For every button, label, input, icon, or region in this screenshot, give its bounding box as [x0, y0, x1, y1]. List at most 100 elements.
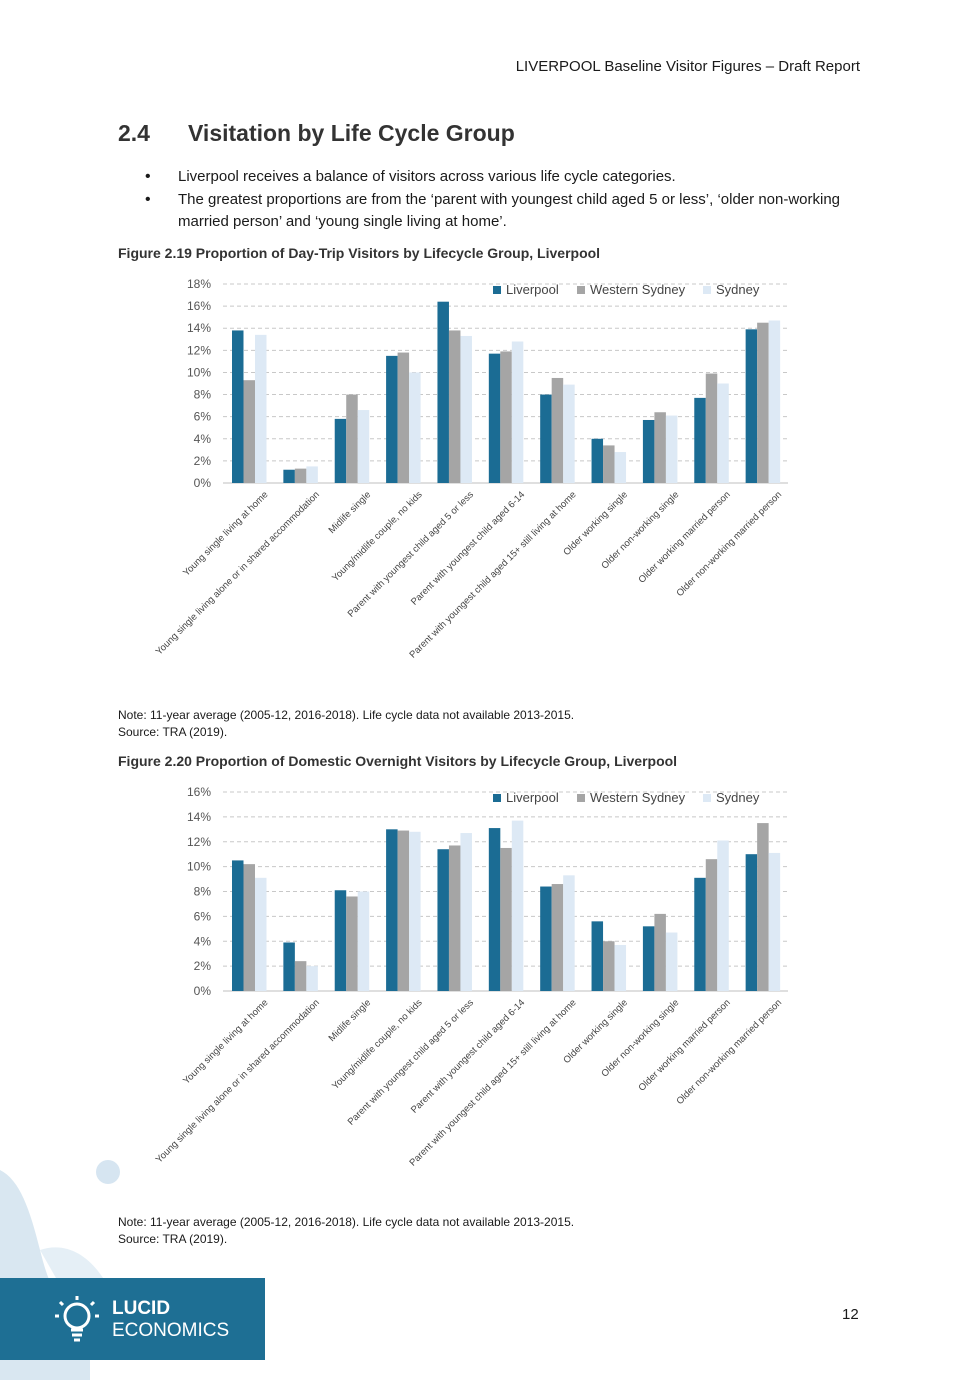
figure-title: Figure 2.19 Proportion of Day-Trip Visit… — [118, 245, 601, 261]
bar-western-sydney — [551, 884, 564, 991]
bar-western-sydney — [603, 941, 615, 991]
bar-western-sydney — [243, 864, 255, 991]
x-category-label: Young/midlife couple, no kids — [330, 997, 425, 1092]
bar-western-sydney — [500, 351, 512, 483]
bar-western-sydney — [757, 823, 769, 991]
figure-note: Note: 11-year average (2005-12, 2016-201… — [118, 1214, 574, 1248]
bar-sydney — [563, 384, 575, 483]
x-category-label: Parent with youngest child aged 6-14 — [409, 997, 527, 1115]
x-category-label: Young/midlife couple, no kids — [330, 489, 425, 584]
bar-liverpool — [488, 828, 501, 991]
y-tick-label: 6% — [194, 410, 212, 424]
bar-western-sydney — [397, 830, 410, 991]
bar-liverpool — [334, 418, 347, 483]
x-category-label: Young single living at home — [181, 489, 270, 578]
legend-label: Sydney — [716, 282, 760, 297]
note-text: Note: 11-year average (2005-12, 2016-201… — [118, 708, 575, 722]
bar-western-sydney — [603, 445, 615, 483]
bar-western-sydney — [294, 961, 307, 991]
bar-sydney — [768, 852, 781, 991]
bar-sydney — [255, 877, 267, 991]
section-heading: 2.4 Visitation by Life Cycle Group — [118, 120, 515, 147]
y-tick-label: 18% — [187, 277, 211, 291]
logo-line2: ECONOMICS — [112, 1320, 230, 1341]
bar-western-sydney — [705, 373, 718, 483]
logo-line1: LUCID — [112, 1298, 171, 1319]
y-tick-label: 14% — [187, 321, 211, 335]
y-tick-label: 8% — [194, 388, 212, 402]
bar-sydney — [614, 452, 627, 483]
overnight-chart: 0% 2% 4% 6% 8% 10% 12% 14% 16% Young single livin… — [118, 778, 798, 1198]
x-category-label: Older working married person — [636, 997, 732, 1093]
bar-sydney — [255, 334, 267, 483]
x-category-label: Older non-working married person — [674, 489, 784, 599]
note-text: Note: 11-year average (2005-12, 2016-201… — [118, 1215, 575, 1229]
legend-swatch — [703, 286, 711, 294]
bullet-list: Liverpool receives a balance of visitors… — [143, 166, 843, 234]
bar-sydney — [511, 341, 524, 483]
y-tick-label: 0% — [194, 984, 212, 998]
bar-western-sydney — [448, 330, 461, 483]
bar-sydney — [665, 415, 678, 483]
y-tick-label: 10% — [187, 365, 211, 379]
legend-swatch — [577, 286, 585, 294]
y-tick-label: 12% — [187, 835, 211, 849]
y-tick-label: 4% — [194, 934, 212, 948]
x-category-label: Older non-working married person — [674, 997, 784, 1107]
bar-liverpool — [386, 829, 398, 991]
legend-swatch — [493, 286, 501, 294]
bullet-item: Liverpool receives a balance of visitors… — [143, 166, 843, 188]
x-category-label: Midlife single — [327, 489, 374, 536]
bar-sydney — [717, 840, 729, 991]
bar-western-sydney — [397, 352, 410, 483]
y-tick-label: 2% — [194, 454, 212, 468]
legend-label: Western Sydney — [590, 790, 686, 805]
bar-sydney — [511, 820, 524, 991]
y-tick-label: 16% — [187, 299, 211, 313]
bar-liverpool — [334, 890, 347, 991]
bar-sydney — [357, 410, 370, 483]
bar-liverpool — [694, 397, 706, 483]
bar-western-sydney — [294, 468, 307, 483]
y-tick-label: 12% — [187, 343, 211, 357]
bar-western-sydney — [346, 896, 358, 991]
x-category-label: Parent with youngest child aged 6-14 — [409, 489, 527, 607]
section-number: 2.4 — [118, 120, 150, 146]
bar-sydney — [460, 335, 472, 483]
bar-liverpool — [283, 469, 295, 483]
x-category-label: Midlife single — [327, 997, 374, 1044]
bar-liverpool — [591, 438, 604, 483]
y-tick-label: 10% — [187, 860, 211, 874]
bar-liverpool — [745, 329, 758, 483]
x-category-label: Older working married person — [636, 489, 732, 585]
x-category-label: Young single living at home — [181, 997, 270, 1086]
bar-sydney — [460, 833, 472, 991]
bullet-item: The greatest proportions are from the ‘p… — [143, 189, 843, 233]
source-text: Source: TRA (2019). — [118, 725, 228, 739]
bar-western-sydney — [654, 412, 666, 483]
bar-liverpool — [437, 849, 449, 991]
legend-swatch — [703, 794, 711, 802]
bar-sydney — [306, 466, 318, 483]
bar-liverpool — [694, 877, 706, 991]
bar-liverpool — [386, 355, 398, 483]
bar-western-sydney — [243, 380, 255, 483]
logo-banner — [0, 1278, 265, 1360]
bar-western-sydney — [654, 913, 666, 991]
running-header: LIVERPOOL Baseline Visitor Figures – Dra… — [515, 58, 860, 75]
y-tick-label: 14% — [187, 810, 211, 824]
y-tick-label: 6% — [194, 909, 212, 923]
bar-western-sydney — [346, 394, 358, 483]
bar-liverpool — [540, 394, 552, 483]
y-tick-label: 2% — [194, 959, 212, 973]
bar-sydney — [357, 891, 370, 991]
bar-sydney — [665, 932, 678, 991]
bar-western-sydney — [500, 847, 512, 991]
source-text: Source: TRA (2019). — [118, 1232, 228, 1246]
legend-label: Liverpool — [506, 790, 559, 805]
bar-sydney — [409, 831, 421, 991]
bar-liverpool — [540, 886, 552, 991]
lightbulb-icon — [55, 1296, 99, 1342]
legend-swatch — [493, 794, 501, 802]
bar-liverpool — [437, 301, 449, 483]
